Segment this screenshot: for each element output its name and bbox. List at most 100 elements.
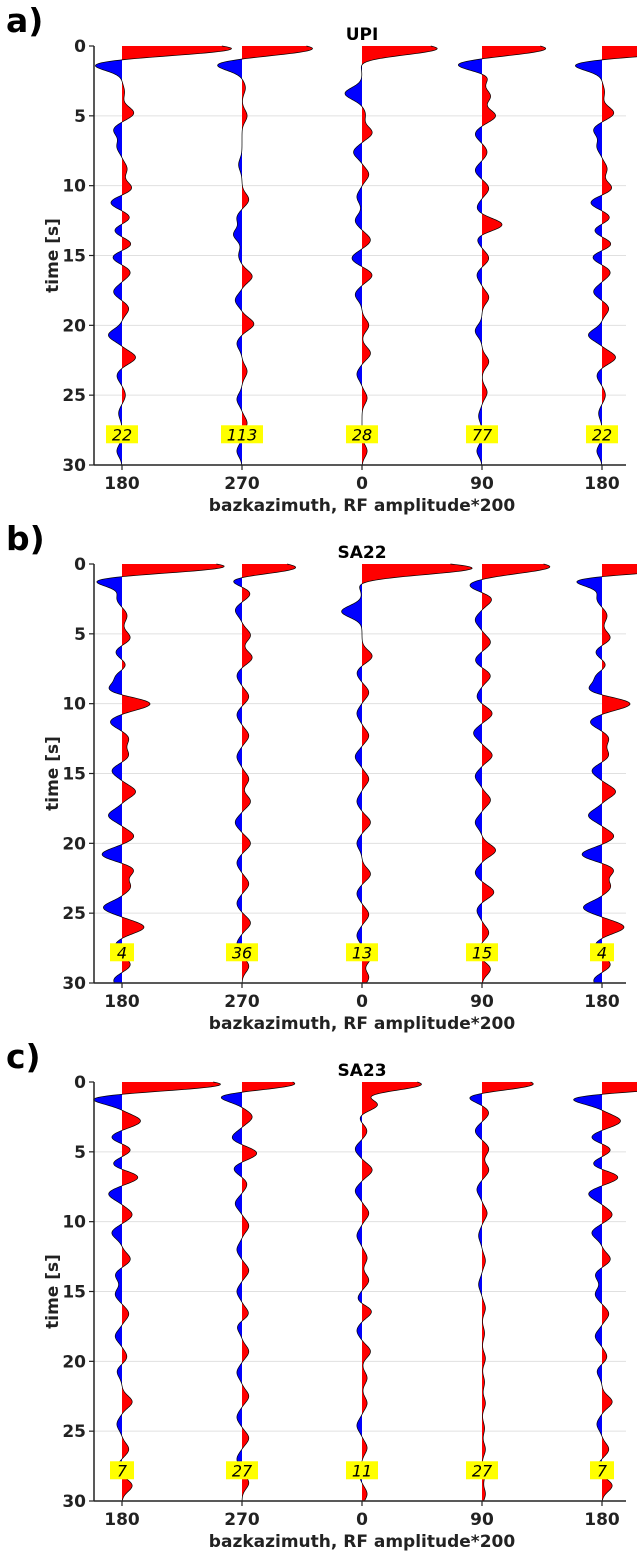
x-tick-label: 0 (356, 992, 368, 1012)
event-count-box (466, 1461, 498, 1480)
event-count-box (466, 943, 498, 962)
rf-trace (96, 563, 225, 984)
x-tick-label: 180 (584, 1510, 620, 1530)
rf-trace (573, 1082, 637, 1502)
rf-trace (576, 564, 637, 984)
x-tick-label: 0 (356, 1510, 368, 1530)
x-axis-label: bazkazimuth, RF amplitude*200 (209, 496, 516, 516)
y-tick-label: 30 (62, 1492, 86, 1512)
event-count-box (590, 943, 614, 962)
x-tick-label: 180 (104, 992, 140, 1012)
rf-positive-fill (122, 1082, 221, 1501)
panel-a: a) UPI 22 113 28 77 22 0 5 10 15 20 25 30 180 270 0 90 180… (0, 0, 637, 518)
rf-trace (217, 45, 313, 466)
rf-negative-fill (341, 564, 362, 983)
y-tick-label: 0 (74, 1073, 86, 1093)
y-tick-label: 5 (74, 625, 86, 645)
rf-trace-line (93, 1081, 221, 1502)
rf-trace-line (576, 573, 637, 984)
x-tick-label: 0 (356, 474, 368, 494)
panel-label: b) (6, 519, 45, 558)
chart-title: SA23 (337, 1061, 386, 1081)
rf-positive-fill (602, 46, 637, 465)
y-tick-label: 15 (62, 765, 86, 785)
rf-trace (457, 45, 547, 466)
rf-trace-line (220, 1081, 296, 1502)
rf-trace-line (96, 563, 225, 984)
rf-trace (341, 563, 473, 984)
y-axis-label: time [s] (43, 218, 63, 293)
rf-negative-fill (576, 564, 602, 983)
y-tick-label: 25 (62, 1422, 86, 1442)
x-tick-label: 270 (224, 1510, 260, 1530)
x-axis-label: bazkazimuth, RF amplitude*200 (209, 1014, 516, 1034)
event-count-label: 15 (472, 943, 492, 962)
rf-negative-fill (575, 46, 602, 465)
y-tick-label: 5 (74, 1143, 86, 1163)
event-count-label: 77 (472, 425, 493, 444)
rf-chart-sa22: b) SA22 4 36 13 15 4 0 5 10 15 20 25 30 180 270 0 90 180 ba… (6, 519, 637, 1034)
rf-negative-fill (221, 1082, 242, 1501)
event-count-label: 13 (352, 943, 372, 962)
event-count-box (590, 1461, 614, 1480)
chart-title: UPI (346, 25, 379, 45)
rf-trace-line (573, 1091, 637, 1502)
y-tick-label: 10 (62, 1213, 86, 1233)
rf-negative-fill (95, 46, 122, 465)
rf-trace (469, 563, 551, 984)
x-tick-label: 180 (584, 474, 620, 494)
event-count-box (586, 425, 618, 444)
event-count-box (466, 425, 498, 444)
rf-trace-line (575, 56, 637, 466)
rf-trace-line (344, 45, 438, 466)
rf-trace-line (469, 563, 551, 984)
panel-label: a) (6, 1, 43, 40)
x-axis-label: bazkazimuth, RF amplitude*200 (209, 1532, 516, 1552)
rf-trace-line (217, 45, 313, 466)
event-count-label: 22 (112, 425, 132, 444)
event-count-box (226, 1461, 258, 1480)
y-tick-label: 20 (62, 1352, 86, 1372)
y-tick-label: 0 (74, 555, 86, 575)
rf-positive-fill (602, 1082, 637, 1501)
y-tick-label: 5 (74, 107, 86, 127)
rf-trace (93, 1081, 221, 1502)
x-tick-label: 180 (104, 474, 140, 494)
y-tick-label: 15 (62, 1283, 86, 1303)
event-count-label: 27 (232, 1461, 253, 1480)
y-tick-label: 15 (62, 247, 86, 267)
rf-trace-line (469, 1081, 534, 1502)
event-count-box (110, 1461, 134, 1480)
event-count-box (221, 425, 263, 444)
rf-negative-fill (573, 1082, 602, 1501)
y-axis-label: time [s] (43, 1254, 63, 1329)
rf-trace (220, 1081, 296, 1502)
y-tick-label: 25 (62, 904, 86, 924)
panel-b: b) SA22 4 36 13 15 4 0 5 10 15 20 25 30 180 270 0 90 180 ba… (0, 518, 637, 1036)
event-count-label: 27 (472, 1461, 493, 1480)
event-count-label: 22 (592, 425, 612, 444)
rf-trace (469, 1081, 534, 1502)
panel-c: c) SA23 7 27 11 27 7 0 5 10 15 20 25 30 180 270 0 90 180 ba… (0, 1036, 637, 1554)
event-count-label: 7 (117, 1461, 128, 1480)
rf-trace (233, 563, 297, 984)
rf-negative-fill (469, 1082, 482, 1501)
y-tick-label: 10 (62, 695, 86, 715)
event-count-label: 4 (597, 943, 607, 962)
x-tick-label: 90 (470, 474, 494, 494)
event-count-label: 4 (117, 943, 127, 962)
rf-trace-line (341, 563, 473, 984)
rf-trace (575, 46, 637, 466)
rf-negative-fill (96, 564, 122, 983)
rf-trace-line (233, 563, 297, 984)
event-count-box (346, 1461, 378, 1480)
rf-trace (354, 1081, 422, 1502)
rf-trace (344, 45, 438, 466)
rf-trace-line (354, 1081, 422, 1502)
y-tick-label: 0 (74, 37, 86, 57)
event-count-box (110, 943, 134, 962)
y-tick-label: 30 (62, 974, 86, 994)
x-tick-label: 180 (584, 992, 620, 1012)
y-tick-label: 20 (62, 834, 86, 854)
y-axis-label: time [s] (43, 736, 63, 811)
